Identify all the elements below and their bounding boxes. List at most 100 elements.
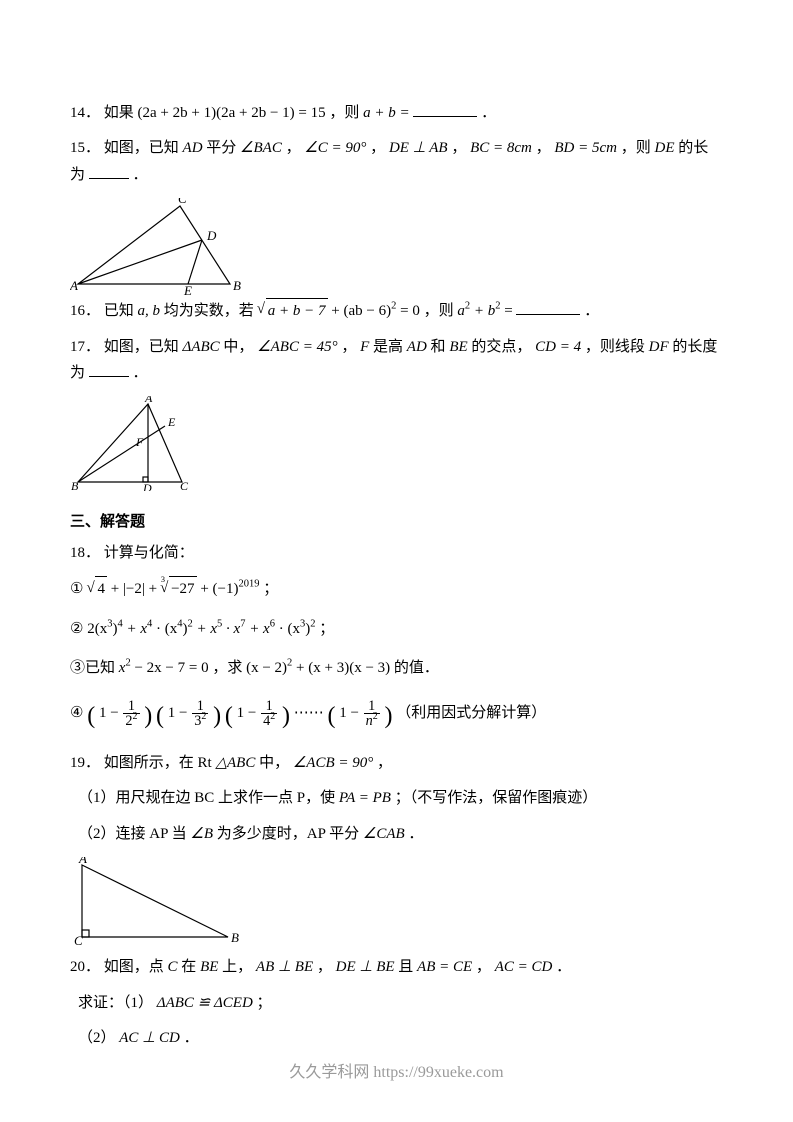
text: ，则 [424,303,458,319]
fill-blank [89,360,129,377]
text: ， [476,959,495,975]
semi: ； [257,995,272,1011]
qnum: 16． [70,303,100,319]
radicand: a + b − 7 [266,298,328,325]
point: C [168,959,178,975]
label-A: A [144,396,153,405]
label-B: B [71,479,79,491]
q18-part2: ② 2(x3)4 + x4 · (x4)2 + x5 · x7 + x6 · (… [70,617,723,643]
q19-diagram: A B C [70,857,240,947]
expr: · x [226,621,240,637]
label-E: E [167,415,176,429]
text: （2）连接 AP 当 [78,826,190,842]
exp: 2019 [238,579,259,590]
period: ． [481,105,496,121]
expr: = 0 [400,303,420,319]
seg: AD [183,140,203,156]
exp: 2 [287,658,292,669]
qnum: 20． [70,959,100,975]
seg: BE [200,959,218,975]
question-18: 18． 计算与化简： [70,541,723,567]
text: ；（不写作法，保留作图痕迹） [395,790,598,806]
label-D: D [142,481,152,491]
text: 是高 [373,339,407,355]
text: ，求 [212,660,246,676]
len: CD = 4 [535,339,581,355]
cong: ΔABC ≌ ΔCED [157,995,253,1011]
rparen: ) [385,703,393,729]
expr: + x [126,621,147,637]
one: 1 − [168,705,188,721]
angle: ∠BAC [240,140,282,156]
den: 32 [192,713,208,728]
fill-blank [413,100,477,117]
text: ， [451,140,470,156]
text: 和 [431,339,450,355]
text: ，则 [621,140,655,156]
expr: (x − 2) [246,660,287,676]
lparen: ( [156,703,164,729]
q17-diagram: A B C D E F [70,396,195,491]
q19-sub1: （1）用尺规在边 BC 上求作一点 P，使 PA = PB ；（不写作法，保留作… [70,786,723,812]
text: 如图，点 [104,959,168,975]
text: 上， [222,959,256,975]
expr: − 2x − 7 = 0 [134,660,208,676]
seg: BE [449,339,467,355]
seg: DF [649,339,669,355]
q18-part4: ④ ( 1 − 122 ) ( 1 − 132 ) ( 1 − 142 ) ⋯⋯… [70,696,723,737]
page-footer: 久久学科网 https://99xueke.com [0,1058,793,1082]
tri: ΔABC [183,339,220,355]
frac1: 122 [123,699,139,729]
expr: + (x + 3)(x − 3) [296,660,390,676]
lparen: ( [225,703,233,729]
text: ． [408,826,423,842]
expr: + (ab − 6) [331,303,391,319]
exp: 7 [240,618,245,629]
expr: · (x [279,621,300,637]
rparen: ) [213,703,221,729]
part-num: ③已知 [70,660,119,676]
lparen: ( [87,703,95,729]
period: ． [133,365,148,381]
expr: a [457,303,465,319]
section-3-title: 三、解答题 [70,509,723,535]
exp: 2 [125,658,130,669]
question-16: 16． 已知 a, b 均为实数，若 a + b − 7 + (ab − 6)2… [70,298,723,325]
len: BD = 5cm [554,140,617,156]
eq: AB = CE [417,959,472,975]
text: 如果 [104,105,138,121]
text: ， [286,140,305,156]
text: 如图，已知 [104,339,183,355]
angle: ∠CAB [363,826,405,842]
text: 均为实数，若 [164,303,258,319]
text: 中， [259,755,293,771]
seg: AD [407,339,427,355]
q20-prove-2: （2） AC ⊥ CD ． [70,1026,723,1052]
angle: ∠B [190,826,213,842]
radicand: −27 [169,576,196,603]
frac-n: 1n2 [364,699,380,729]
question-17: 17． 如图，已知 ΔABC 中， ∠ABC = 45° ， F 是高 AD 和… [70,335,723,387]
angle: ∠ACB = 90° [293,755,373,771]
label-C: C [74,933,83,947]
fill-blank [89,162,129,179]
exp: 4 [147,618,152,629]
qnum: 18． [70,545,100,561]
question-14: 14． 如果 (2a + 2b + 1)(2a + 2b − 1) = 15 ，… [70,100,723,126]
expr: = [504,303,512,319]
perp: AC ⊥ CD [119,1030,180,1046]
angle: ∠ABC = 45° [257,339,337,355]
text: （利用因式分解计算） [396,705,546,721]
text: （1）用尺规在边 BC 上求作一点 P，使 [78,790,339,806]
text: 在 [181,959,200,975]
rparen: ) [282,703,290,729]
qnum: 17． [70,339,100,355]
text: ， [536,140,555,156]
exp: 2 [465,301,470,312]
text: 已知 [104,303,138,319]
text: 的值． [394,660,439,676]
exp: 6 [270,618,275,629]
exp: 2 [391,301,396,312]
label-B: B [231,930,239,945]
text: 且 [398,959,417,975]
